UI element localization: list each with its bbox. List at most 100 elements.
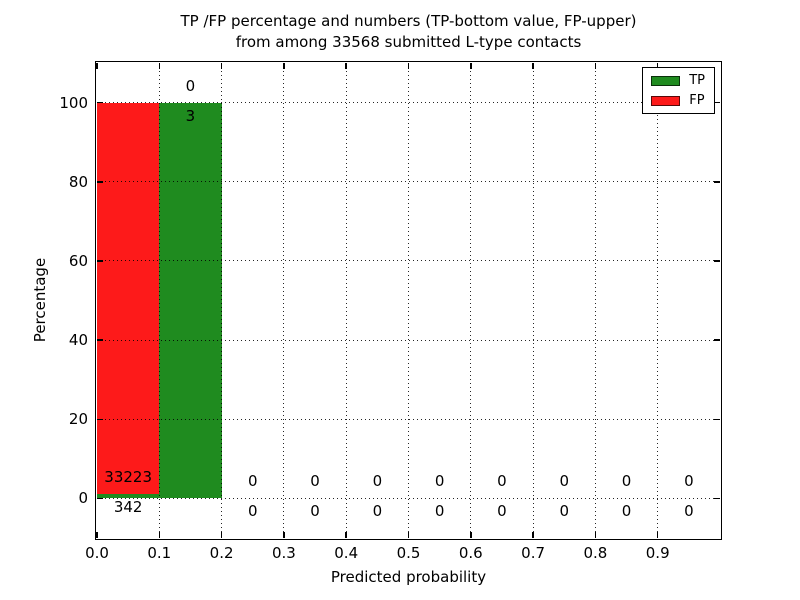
x-tick-top xyxy=(656,63,659,69)
legend-label-fp: FP xyxy=(689,93,705,108)
fp-count-label: 0 xyxy=(372,472,383,491)
horizontal-gridline xyxy=(97,339,720,341)
y-tick-left xyxy=(97,497,103,500)
x-tick-top xyxy=(407,63,410,69)
fp-count-label: 0 xyxy=(247,472,258,491)
x-tick-bottom xyxy=(532,532,534,538)
horizontal-gridline xyxy=(97,102,720,104)
x-tick-label: 0.0 xyxy=(85,544,109,562)
y-tick-label: 40 xyxy=(68,331,88,350)
x-tick-bottom xyxy=(656,532,659,538)
x-tick-bottom xyxy=(594,532,597,538)
fp-count-label: 0 xyxy=(497,472,507,491)
legend-item-fp: FP xyxy=(651,94,705,107)
y-tick-left xyxy=(97,418,103,420)
y-tick-label: 0 xyxy=(78,489,88,508)
chart-title-line2: from among 33568 submitted L-type contac… xyxy=(235,33,582,51)
vertical-gridline xyxy=(594,63,596,538)
tp-count-label: 0 xyxy=(434,502,445,521)
tp-bar xyxy=(97,494,160,499)
x-tick-label: 0.7 xyxy=(521,544,546,562)
vertical-gridline xyxy=(283,63,285,538)
y-tick-label: 60 xyxy=(68,251,88,270)
x-tick-bottom xyxy=(220,532,223,538)
x-tick-label: 0.8 xyxy=(583,544,608,562)
x-tick-label: 0.4 xyxy=(334,544,359,562)
legend-label-tp: TP xyxy=(689,73,705,88)
x-tick-top xyxy=(470,63,472,69)
fp-count-label: 0 xyxy=(559,472,570,491)
tp-count-label: 0 xyxy=(559,502,570,521)
vertical-gridline xyxy=(470,63,472,538)
tp-count-label: 3 xyxy=(185,106,196,125)
fp-count-label: 0 xyxy=(310,472,320,491)
tp-count-label: 0 xyxy=(497,502,507,521)
x-tick-bottom xyxy=(158,532,161,538)
y-tick-left xyxy=(97,181,103,183)
x-tick-bottom xyxy=(470,532,472,538)
fp-count-label: 0 xyxy=(434,472,445,491)
y-tick-right xyxy=(714,418,720,420)
x-tick-bottom xyxy=(283,532,285,538)
y-tick-left xyxy=(97,101,103,104)
x-tick-bottom xyxy=(96,532,98,538)
vertical-gridline xyxy=(345,63,347,538)
fp-count-label: 0 xyxy=(621,472,632,491)
fp-count-label: 0 xyxy=(185,76,196,95)
y-tick-left xyxy=(97,339,103,341)
y-tick-right xyxy=(714,339,720,341)
y-tick-left xyxy=(97,260,103,262)
x-tick-label: 0.3 xyxy=(271,544,296,562)
horizontal-gridline xyxy=(97,260,720,262)
y-tick-label: 80 xyxy=(68,172,88,191)
x-tick-top xyxy=(158,63,161,69)
y-tick-label: 20 xyxy=(68,410,88,429)
x-tick-label: 0.2 xyxy=(209,544,234,562)
x-tick-bottom xyxy=(407,532,410,538)
y-tick-right xyxy=(714,497,720,500)
x-axis-label: Predicted probability xyxy=(330,568,487,586)
y-tick-right xyxy=(714,101,720,104)
x-tick-top xyxy=(220,63,223,69)
y-tick-label: 100 xyxy=(59,93,88,112)
vertical-gridline xyxy=(657,63,659,538)
legend-item-tp: TP xyxy=(651,74,705,87)
y-axis-label: Percentage xyxy=(31,257,49,343)
x-tick-top xyxy=(96,63,98,69)
y-tick-right xyxy=(714,181,720,183)
legend: TP FP xyxy=(642,67,715,114)
vertical-gridline xyxy=(532,63,534,538)
fp-bar xyxy=(97,102,160,495)
x-tick-top xyxy=(283,63,285,69)
plot-area: TP FP 0.0 0.1 0.2 0.3 0.4 0.5 0.6 0.7 0.8 0.9 0 20 4… xyxy=(59,61,722,562)
y-tick-right xyxy=(714,260,720,262)
x-tick-label: 0.5 xyxy=(396,544,421,562)
x-tick-label: 0.6 xyxy=(458,544,483,562)
tp-bar xyxy=(159,102,222,499)
horizontal-gridline xyxy=(97,497,720,499)
horizontal-gridline xyxy=(97,418,720,420)
x-tick-top xyxy=(594,63,597,69)
x-tick-bottom xyxy=(345,532,347,538)
horizontal-gridline xyxy=(97,181,720,183)
chart-title: TP /FP percentage and numbers (TP-bottom… xyxy=(97,11,720,53)
x-tick-top xyxy=(345,63,347,69)
tp-count-label: 0 xyxy=(621,502,632,521)
fp-count-label: 33223 xyxy=(104,468,152,487)
x-tick-label: 0.1 xyxy=(147,544,172,562)
tp-count-label: 0 xyxy=(247,502,258,521)
vertical-gridline xyxy=(158,63,160,538)
vertical-gridline xyxy=(221,63,223,538)
tp-color-swatch xyxy=(651,75,681,86)
fp-count-label: 0 xyxy=(684,472,694,491)
tp-count-label: 0 xyxy=(372,502,383,521)
tp-count-label: 342 xyxy=(113,498,143,517)
fp-color-swatch xyxy=(651,95,681,106)
chart-title-line1: TP /FP percentage and numbers (TP-bottom… xyxy=(180,12,637,30)
tp-count-label: 0 xyxy=(684,502,694,521)
vertical-gridline xyxy=(408,63,409,538)
x-tick-top xyxy=(532,63,534,69)
tp-count-label: 0 xyxy=(310,502,320,521)
x-tick-label: 0.9 xyxy=(645,544,670,562)
